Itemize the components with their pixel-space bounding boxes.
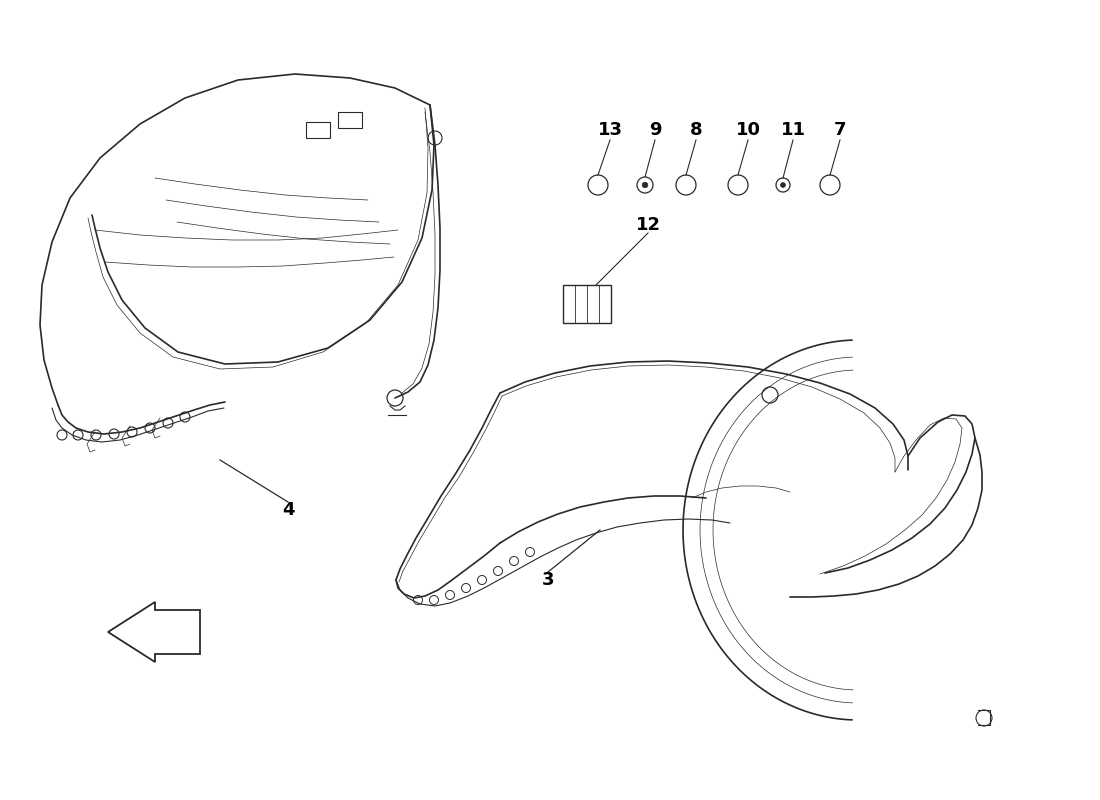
Text: 4: 4 [282,501,295,519]
Bar [338,112,362,128]
Bar [563,285,611,323]
Text: 3: 3 [541,571,554,589]
Circle shape [781,182,785,187]
Text: 13: 13 [597,121,623,139]
Text: 9: 9 [649,121,661,139]
Circle shape [642,182,648,188]
Text: 12: 12 [636,216,660,234]
Bar [306,122,330,138]
Text: 10: 10 [736,121,760,139]
Text: 7: 7 [834,121,846,139]
Text: 11: 11 [781,121,805,139]
Text: 8: 8 [690,121,702,139]
